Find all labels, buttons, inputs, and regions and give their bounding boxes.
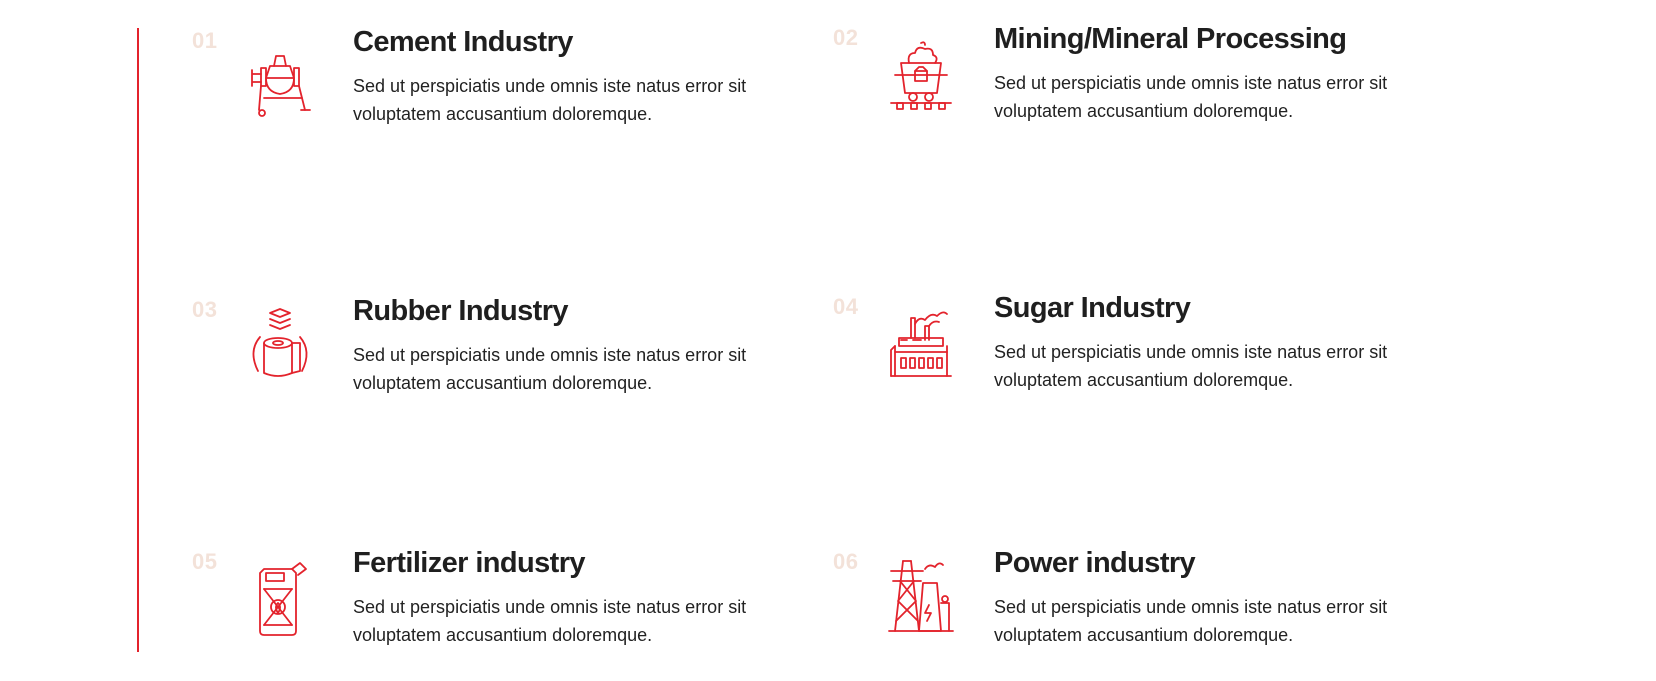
item-description: Sed ut perspiciatis unde omnis iste natu… [353, 597, 747, 645]
item-number: 06 [833, 549, 859, 574]
industry-item-power: 06 Power industry Sed ut perspiciatis un… [833, 547, 1393, 669]
item-description: Sed ut perspiciatis unde omnis iste natu… [353, 345, 747, 393]
fertilizer-canister-icon [240, 559, 320, 639]
item-number: 02 [833, 25, 859, 50]
item-title: Sugar Industry [994, 292, 1191, 324]
industry-item-cement: 01 Cement Industry Sed ut perspiciatis u… [192, 26, 752, 148]
item-title: Mining/Mineral Processing [994, 23, 1347, 55]
industry-item-rubber: 03 Rubber Industry Sed ut perspiciatis u… [192, 295, 752, 417]
industry-item-fertilizer: 05 Fertilizer industry Sed ut perspiciat… [192, 547, 752, 669]
industry-item-mining: 02 Mining/Mineral Processing Sed ut pers… [833, 23, 1393, 145]
item-number: 01 [192, 28, 218, 53]
item-title: Power industry [994, 547, 1196, 579]
power-plant-icon [881, 559, 961, 639]
item-number: 04 [833, 294, 859, 319]
item-number: 05 [192, 549, 218, 574]
item-number: 03 [192, 297, 218, 322]
item-description: Sed ut perspiciatis unde omnis iste natu… [994, 342, 1388, 390]
item-title: Fertilizer industry [353, 547, 586, 579]
item-title: Cement Industry [353, 26, 573, 58]
accent-divider-line [137, 28, 139, 652]
item-description: Sed ut perspiciatis unde omnis iste natu… [353, 76, 747, 124]
factory-icon [881, 304, 961, 384]
cement-mixer-icon [240, 38, 320, 118]
item-title: Rubber Industry [353, 295, 569, 327]
mine-cart-icon [881, 35, 961, 115]
item-description: Sed ut perspiciatis unde omnis iste natu… [994, 73, 1388, 121]
industry-item-sugar: 04 Sugar Industry Sed ut perspiciatis un… [833, 292, 1393, 414]
rubber-roll-icon [240, 307, 320, 387]
item-description: Sed ut perspiciatis unde omnis iste natu… [994, 597, 1388, 645]
